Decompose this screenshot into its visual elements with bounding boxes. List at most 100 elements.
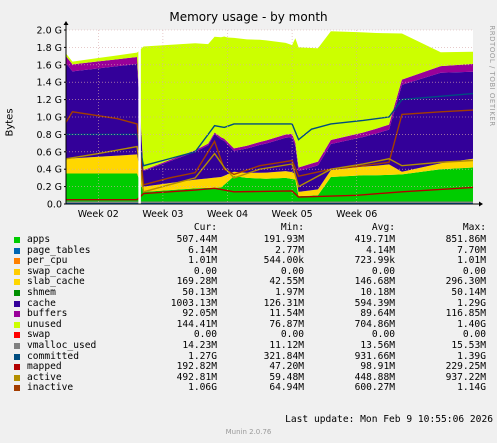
legend-cur: 1.01M bbox=[188, 255, 217, 267]
legend-cur: 492.81M bbox=[176, 371, 217, 383]
legend-max: 0.00 bbox=[462, 265, 486, 277]
legend-cur: 50.13M bbox=[182, 286, 217, 298]
legend-header-max: Max: bbox=[462, 222, 486, 233]
legend-min: 544.00k bbox=[263, 255, 304, 267]
legend-avg: 10.18M bbox=[360, 286, 395, 298]
last-update: Last update: Mon Feb 9 10:55:06 2026 bbox=[285, 414, 493, 425]
legend-row-per-cpu: per_cpu 1.01M 544.00k 723.99k 1.01M bbox=[10, 256, 490, 267]
legend-min: 321.84M bbox=[263, 350, 304, 362]
legend-cur: 1003.13M bbox=[170, 297, 217, 309]
legend-min: 0.00 bbox=[280, 329, 304, 341]
legend-swatch bbox=[14, 279, 20, 286]
no-data-gap bbox=[138, 30, 141, 204]
legend-name: buffers bbox=[27, 308, 68, 320]
legend-min: 11.12M bbox=[269, 339, 304, 351]
legend-swatch bbox=[14, 342, 20, 349]
x-tick-label: Week 05 bbox=[272, 209, 313, 220]
legend-min: 59.48M bbox=[269, 371, 304, 383]
legend-name: swap bbox=[27, 329, 51, 341]
legend-min: 1.97M bbox=[275, 286, 304, 298]
legend-name: shmem bbox=[27, 286, 56, 298]
legend-min: 76.87M bbox=[269, 318, 304, 330]
legend-avg: 98.91M bbox=[360, 361, 395, 373]
data-gap bbox=[138, 30, 141, 204]
y-tick-label: 1.6 G bbox=[37, 60, 63, 71]
legend-header-min: Min: bbox=[280, 222, 304, 233]
legend-max: 1.29G bbox=[457, 297, 486, 309]
legend-name: inactive bbox=[27, 382, 74, 394]
legend-min: 64.94M bbox=[269, 382, 304, 394]
legend-row-apps: apps 507.44M 191.93M 419.71M 851.86M bbox=[10, 234, 490, 246]
legend-name: swap_cache bbox=[27, 265, 85, 277]
legend-avg: 146.68M bbox=[354, 276, 395, 288]
legend-max: 229.25M bbox=[445, 361, 486, 373]
legend-swatch bbox=[14, 268, 20, 275]
legend-max: 296.30M bbox=[445, 276, 486, 288]
axes bbox=[63, 21, 483, 207]
legend-cur: 6.14M bbox=[188, 244, 217, 256]
y-tick-label: 2.0 G bbox=[37, 26, 63, 37]
legend-row-buffers: buffers 92.05M 11.54M 89.64M 116.85M bbox=[10, 309, 490, 320]
legend-max: 1.39G bbox=[457, 350, 486, 362]
legend-max: 1.14G bbox=[457, 382, 486, 394]
legend-max: 116.85M bbox=[445, 308, 486, 320]
y-tick-label: 1.0 G bbox=[37, 113, 63, 124]
legend-avg: 89.64M bbox=[360, 308, 395, 320]
legend-swatch bbox=[14, 258, 20, 265]
y-tick-label: 0.8 G bbox=[37, 130, 63, 141]
legend-cur: 192.82M bbox=[176, 361, 217, 373]
y-tick-label: 0.0 bbox=[47, 200, 62, 211]
legend-cur: 0.00 bbox=[193, 265, 217, 277]
legend-min: 0.00 bbox=[280, 265, 304, 277]
legend-max: 7.70M bbox=[457, 244, 486, 256]
legend-name: slab_cache bbox=[27, 276, 85, 288]
x-tick-label: Week 02 bbox=[78, 209, 119, 220]
legend-row-inactive: inactive 1.06G 64.94M 600.27M 1.14G bbox=[10, 383, 490, 394]
legend-max: 0.00 bbox=[462, 329, 486, 341]
x-axis-arrow bbox=[479, 201, 483, 207]
x-tick-label: Week 03 bbox=[142, 209, 183, 220]
legend-name: apps bbox=[27, 234, 51, 245]
legend-swatch bbox=[14, 321, 20, 328]
legend-row-swap: swap 0.00 0.00 0.00 0.00 bbox=[10, 330, 490, 341]
area-cache bbox=[66, 63, 473, 192]
x-tick-label: Week 06 bbox=[336, 209, 377, 220]
line-committed bbox=[66, 92, 474, 167]
line-series bbox=[65, 92, 474, 204]
memory-chart: 0.0 0.2 G 0.4 G 0.6 G 0.8 G 1.0 G 1.2 G 1.4 G 1.… bbox=[37, 21, 483, 220]
legend-avg: 0.00 bbox=[371, 329, 395, 341]
legend-name: active bbox=[27, 371, 62, 383]
legend-swatch bbox=[14, 300, 20, 307]
legend-max: 851.86M bbox=[445, 234, 486, 245]
legend-header-cur: Cur: bbox=[193, 222, 217, 233]
legend-header: Cur: Min: Avg: Max: bbox=[10, 222, 490, 235]
line-mapped bbox=[66, 186, 474, 201]
legend-max: 937.22M bbox=[445, 371, 486, 383]
legend-header-avg: Avg: bbox=[371, 222, 395, 233]
munin-version: Munin 2.0.76 bbox=[225, 428, 272, 436]
legend-swatch bbox=[14, 332, 20, 339]
legend-row-mapped: mapped 192.82M 47.20M 98.91M 229.25M bbox=[10, 362, 490, 373]
legend-name: committed bbox=[27, 350, 79, 362]
legend-name: page_tables bbox=[27, 244, 91, 256]
legend-swatch bbox=[14, 385, 20, 392]
chart-title: Memory usage - by month bbox=[169, 10, 328, 24]
legend-max: 50.14M bbox=[451, 286, 486, 298]
legend-min: 11.54M bbox=[269, 308, 304, 320]
legend-swatch bbox=[14, 237, 20, 243]
legend-min: 42.55M bbox=[269, 276, 304, 288]
legend-name: per_cpu bbox=[27, 255, 68, 267]
legend-avg: 4.14M bbox=[366, 244, 395, 256]
legend-name: cache bbox=[27, 297, 56, 309]
legend-cur: 169.28M bbox=[176, 276, 217, 288]
legend-avg: 723.99k bbox=[354, 255, 395, 267]
legend-row-slab-cache: slab_cache 169.28M 42.55M 146.68M 296.30M bbox=[10, 277, 490, 288]
legend-row-committed: committed 1.27G 321.84M 931.66M 1.39G bbox=[10, 350, 490, 363]
legend-avg: 13.56M bbox=[360, 339, 395, 351]
y-tick-label: 0.4 G bbox=[37, 165, 63, 176]
legend-cur: 92.05M bbox=[182, 308, 217, 320]
legend-table: Cur: Min: Avg: Max: apps 507.44M 191.93M 41… bbox=[10, 222, 490, 394]
legend-swatch bbox=[14, 289, 20, 296]
legend-avg: 704.86M bbox=[354, 318, 395, 330]
y-tick-label: 1.2 G bbox=[37, 95, 63, 106]
